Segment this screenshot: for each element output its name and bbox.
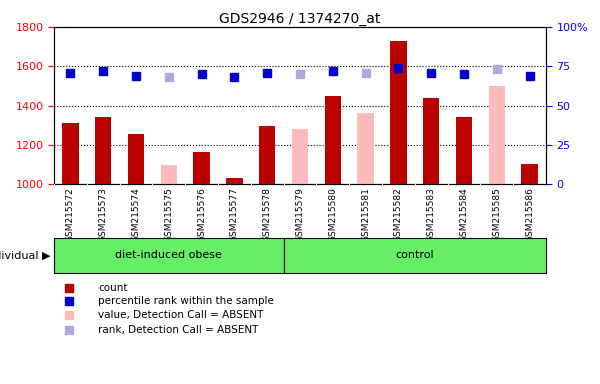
Text: GSM215578: GSM215578: [263, 187, 272, 242]
Text: GSM215579: GSM215579: [296, 187, 305, 242]
Text: value, Detection Call = ABSENT: value, Detection Call = ABSENT: [98, 310, 263, 320]
Bar: [284, 238, 546, 273]
Bar: [193, 152, 210, 184]
Title: GDS2946 / 1374270_at: GDS2946 / 1374270_at: [220, 12, 380, 26]
Text: percentile rank within the sample: percentile rank within the sample: [98, 296, 274, 306]
Bar: [54, 238, 284, 273]
Text: GSM215573: GSM215573: [98, 187, 108, 242]
Bar: [390, 41, 407, 184]
Text: GSM215586: GSM215586: [525, 187, 534, 242]
Text: GSM215580: GSM215580: [328, 187, 337, 242]
Text: rank, Detection Call = ABSENT: rank, Detection Call = ABSENT: [98, 325, 259, 335]
Text: individual ▶: individual ▶: [0, 250, 51, 260]
Bar: [161, 165, 177, 184]
Text: GSM215575: GSM215575: [164, 187, 173, 242]
Text: count: count: [98, 283, 128, 293]
Text: GSM215581: GSM215581: [361, 187, 370, 242]
Bar: [521, 164, 538, 184]
Bar: [488, 86, 505, 184]
Bar: [95, 118, 112, 184]
Bar: [423, 98, 439, 184]
Bar: [325, 96, 341, 184]
Text: GSM215583: GSM215583: [427, 187, 436, 242]
Text: GSM215572: GSM215572: [66, 187, 75, 242]
Bar: [128, 134, 144, 184]
Text: GSM215576: GSM215576: [197, 187, 206, 242]
Text: diet-induced obese: diet-induced obese: [115, 250, 222, 260]
Text: control: control: [395, 250, 434, 260]
Bar: [259, 126, 275, 184]
Text: GSM215585: GSM215585: [492, 187, 502, 242]
Bar: [358, 114, 374, 184]
Bar: [226, 179, 242, 184]
Text: GSM215582: GSM215582: [394, 187, 403, 242]
Bar: [62, 123, 79, 184]
Bar: [456, 118, 472, 184]
Bar: [292, 129, 308, 184]
Text: GSM215574: GSM215574: [131, 187, 140, 242]
Text: GSM215577: GSM215577: [230, 187, 239, 242]
Text: GSM215584: GSM215584: [460, 187, 469, 242]
